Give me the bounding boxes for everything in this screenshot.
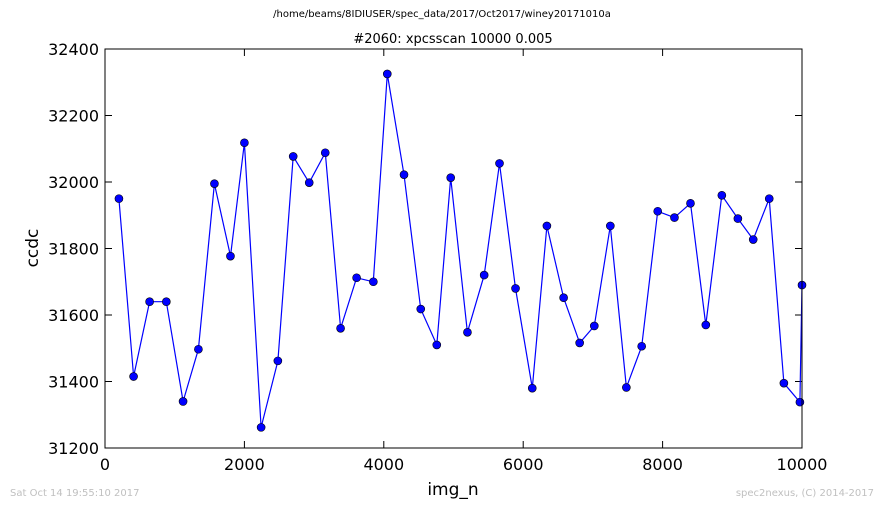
- data-point: [653, 206, 663, 216]
- x-tick-label: 10000: [777, 455, 828, 474]
- data-point: [764, 194, 774, 203]
- data-point: [495, 159, 504, 168]
- data-point: [622, 383, 631, 392]
- data-point: [256, 423, 266, 432]
- x-tick-label: 0: [100, 455, 110, 474]
- y-tick-label: 31800: [48, 240, 99, 259]
- y-tick-label: 31400: [48, 373, 99, 392]
- y-tick-label: 32400: [48, 40, 99, 59]
- y-tick-label: 31600: [48, 306, 99, 325]
- timestamp-footer: Sat Oct 14 19:55:10 2017: [10, 488, 140, 499]
- data-point: [240, 138, 249, 148]
- y-tick-label: 31200: [48, 439, 99, 458]
- data-point: [542, 221, 552, 231]
- data-point: [606, 221, 615, 231]
- data-point: [795, 397, 805, 407]
- x-tick-label: 2000: [224, 455, 265, 474]
- x-tick-label: 6000: [503, 455, 544, 474]
- data-point: [162, 297, 171, 307]
- data-point: [382, 69, 392, 79]
- data-point: [779, 378, 789, 388]
- plot-frame: [104, 48, 803, 449]
- data-point: [194, 344, 203, 354]
- x-tick-label: 4000: [363, 455, 404, 474]
- data-point: [559, 293, 568, 303]
- data-point: [446, 173, 456, 182]
- data-point: [178, 397, 188, 406]
- data-point: [686, 198, 695, 208]
- data-point: [575, 338, 584, 348]
- y-tick-label: 32000: [48, 173, 99, 192]
- y-axis-label: ccdc: [23, 229, 43, 268]
- data-point: [399, 170, 409, 179]
- data-point: [336, 323, 345, 333]
- data-point: [226, 251, 235, 261]
- data-point: [733, 214, 743, 223]
- data-point: [432, 340, 442, 350]
- credit-footer: spec2nexus, (C) 2014-2017: [735, 488, 874, 499]
- data-point: [511, 284, 520, 293]
- data-point: [416, 304, 426, 314]
- y-tick-label: 32200: [48, 107, 99, 126]
- data-point: [589, 321, 599, 331]
- data-point: [479, 270, 489, 280]
- series-line-layer: [118, 73, 803, 428]
- data-point: [129, 372, 138, 381]
- data-point: [701, 320, 711, 330]
- data-point: [145, 297, 154, 307]
- data-point: [352, 273, 361, 283]
- data-point: [320, 148, 330, 158]
- data-point: [369, 277, 378, 287]
- ticks-layer: 0 2000 4000 6000 8000 10000 31200 31400 31600 318…: [48, 40, 827, 474]
- data-point: [210, 179, 219, 188]
- x-tick-label: 8000: [642, 455, 683, 474]
- data-point: [463, 327, 472, 337]
- data-point: [304, 178, 314, 187]
- data-point: [114, 194, 124, 203]
- data-point: [288, 152, 298, 161]
- series-line: [118, 73, 803, 428]
- x-axis-label: img_n: [427, 480, 478, 500]
- data-point: [273, 356, 283, 366]
- data-point: [527, 383, 537, 393]
- data-point: [670, 213, 679, 222]
- data-point: [637, 341, 646, 351]
- data-point: [748, 235, 758, 244]
- chart-title: #2060: xpcsscan 10000 0.005: [353, 32, 552, 47]
- data-point: [717, 191, 727, 200]
- figure-suptitle: /home/beams/8IDIUSER/spec_data/2017/Oct2…: [273, 9, 611, 20]
- markers-layer: [114, 69, 807, 432]
